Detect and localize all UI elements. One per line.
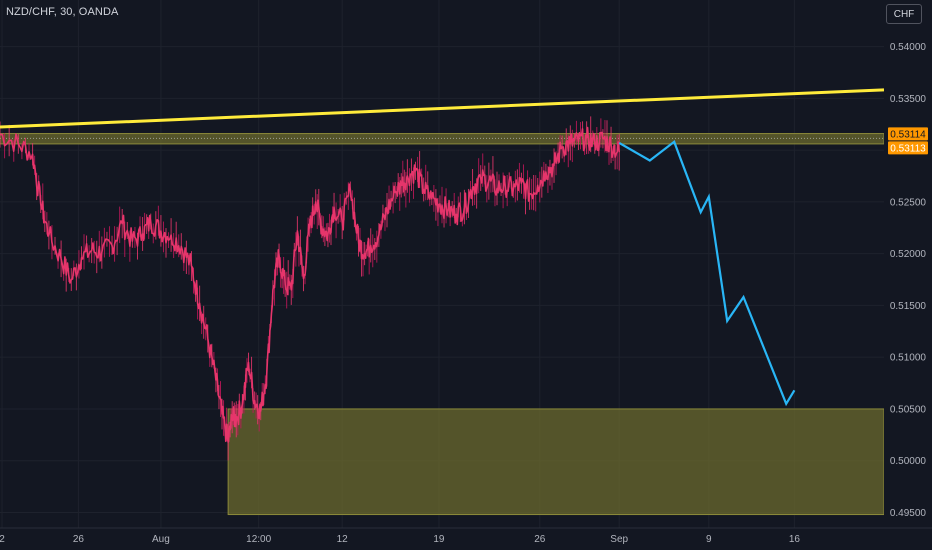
y-tick-label: 0.49500 xyxy=(890,508,927,519)
trendline xyxy=(0,88,885,129)
price-axis: 0.540000.535000.530000.525000.520000.515… xyxy=(884,0,932,550)
y-tick-label: 0.50500 xyxy=(890,404,927,415)
price-series xyxy=(0,116,620,461)
time-axis: 2 26 Aug 12:00 12 19 26 Sep 9 16 xyxy=(0,527,932,550)
currency-button[interactable]: CHF xyxy=(886,4,922,24)
y-tick-label: 0.50000 xyxy=(890,456,927,467)
y-tick-label: 0.52000 xyxy=(890,249,927,260)
price-axis-bg xyxy=(884,0,932,550)
x-tick-label: Aug xyxy=(152,534,170,545)
y-tick-label: 0.53500 xyxy=(890,94,927,105)
zones xyxy=(0,133,885,516)
y-tick-label: 0.54000 xyxy=(890,42,927,53)
price-label-bg xyxy=(888,127,928,141)
x-tick-label: 19 xyxy=(433,534,445,545)
x-tick-label: 26 xyxy=(73,534,85,545)
price-label-bg xyxy=(888,141,928,155)
y-tick-label: 0.51500 xyxy=(890,301,927,312)
drawings xyxy=(0,88,885,407)
price-line xyxy=(0,126,620,443)
x-tick-label: 26 xyxy=(534,534,546,545)
x-tick-label: 12 xyxy=(337,534,349,545)
x-tick-label: 9 xyxy=(706,534,712,545)
price-label: 0.53113 xyxy=(890,143,926,154)
x-tick-label: 16 xyxy=(789,534,801,545)
x-tick-label: Sep xyxy=(610,534,628,545)
x-tick-label: 2 xyxy=(0,534,5,545)
projection-path xyxy=(618,140,796,407)
price-labels: 0.53114 0.53113 xyxy=(888,127,928,155)
support-zone xyxy=(227,408,885,516)
price-label: 0.53114 xyxy=(890,129,926,140)
symbol-title: NZD/CHF, 30, OANDA xyxy=(6,6,119,18)
y-tick-label: 0.52500 xyxy=(890,197,927,208)
time-axis-bg xyxy=(0,528,932,550)
y-tick-label: 0.51000 xyxy=(890,353,927,364)
x-tick-label: 12:00 xyxy=(246,534,271,545)
